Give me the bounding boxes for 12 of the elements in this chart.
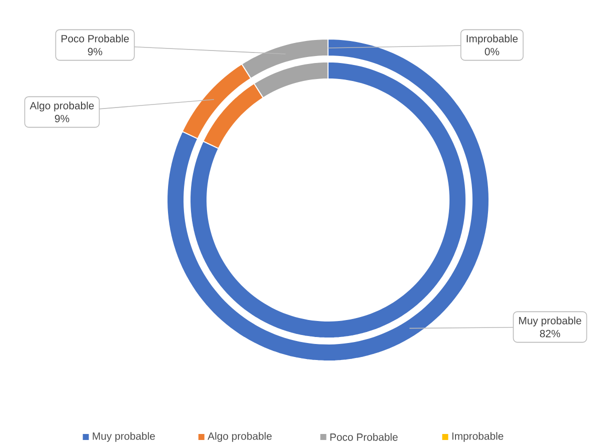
legend-label: Muy probable (92, 432, 155, 442)
slice-label: Poco Probable (62, 34, 129, 42)
category-label: Improbable (466, 34, 518, 44)
text: 9% (88, 48, 102, 56)
legend-label: Poco Probable (330, 433, 398, 441)
slice-label: Algo probable (30, 102, 94, 112)
text: 0% (484, 48, 500, 56)
legend-label: Algo probable (208, 432, 272, 442)
text: 9% (54, 114, 70, 122)
slice-label: Muy probable (519, 316, 582, 326)
legend-label: Improbable (452, 432, 504, 442)
text: 82% (540, 330, 560, 338)
